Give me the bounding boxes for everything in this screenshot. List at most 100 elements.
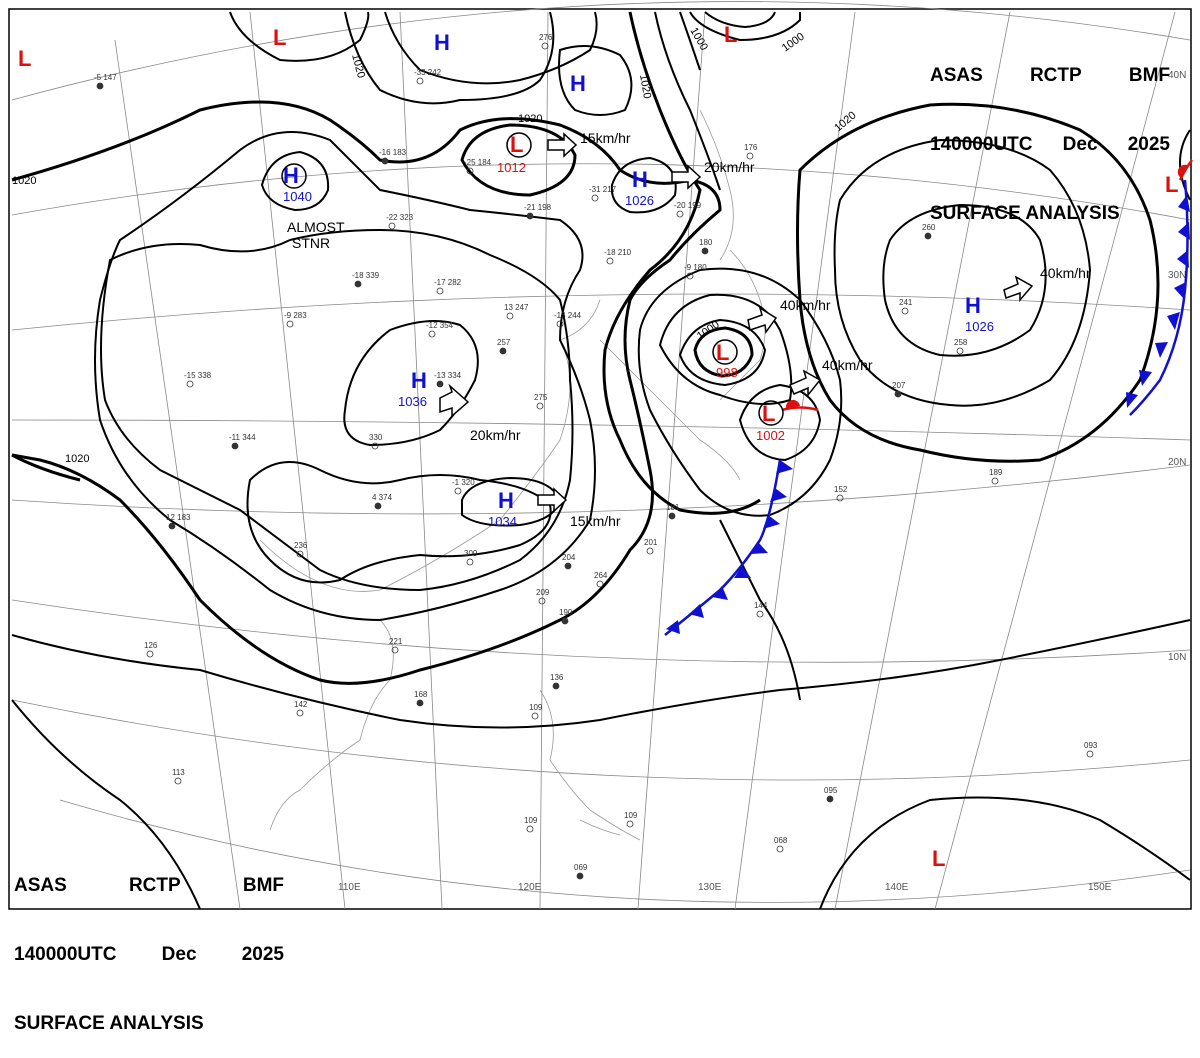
station-plots: -5 147 -33 242 276 -16 183 -25 184 -31 217 -21… (94, 33, 1098, 880)
station-marker (626, 820, 634, 828)
isobar-low-1 (637, 267, 843, 517)
isobar-jp-1 (602, 11, 761, 515)
station-label: 12 183 (166, 513, 191, 522)
station-label: -18 339 (352, 271, 380, 280)
station-label: 095 (824, 786, 838, 795)
isobar-label: 1020 (518, 113, 542, 125)
cold-front-east (1126, 179, 1190, 416)
station-marker (564, 562, 572, 570)
isobar-mid-1 (11, 619, 1191, 729)
station-marker (606, 257, 614, 265)
station-label: -11 344 (229, 433, 256, 442)
low-symbol: L (1165, 172, 1178, 197)
station-marker (391, 646, 399, 654)
station-marker (956, 347, 964, 355)
meridians (114, 11, 1176, 910)
station-marker (756, 610, 764, 618)
lat-label: 30N (1168, 270, 1186, 281)
lon-label: 110E (338, 882, 361, 893)
chart-header-top: ASAS RCTP BMF 140000UTC Dec 2025 SURFACE ANA… (930, 18, 1170, 248)
station-label: -9 283 (284, 311, 307, 320)
station-marker (466, 167, 474, 175)
isobar-top-3 (384, 11, 598, 85)
station-label: 152 (834, 485, 848, 494)
station-marker (371, 442, 379, 450)
isobar-label: 1020 (65, 453, 89, 465)
isobar-jp-2 (654, 11, 721, 191)
low-symbol: L (724, 22, 737, 47)
station-label: -1 320 (452, 478, 475, 487)
low-symbol: L (510, 132, 523, 157)
isobar-low-2 (658, 293, 793, 405)
station-label: 13 247 (504, 303, 529, 312)
station-marker (388, 222, 396, 230)
station-label: -9 180 (684, 263, 707, 272)
station-marker (538, 597, 546, 605)
station-marker (231, 442, 239, 450)
isobar-mid-2 (11, 453, 81, 482)
isobar-1012-inner (460, 123, 577, 197)
station-marker (168, 522, 176, 530)
header-month: Dec (161, 944, 197, 965)
isobar-1036 (343, 320, 479, 447)
station-marker (894, 390, 902, 398)
station-label: -16 183 (379, 148, 407, 157)
movement-labels: 15km/hr 20km/hr 20km/hr 15km/hr 40km/hr … (470, 130, 1091, 529)
high-value: 1034 (488, 514, 517, 529)
station-label: 257 (497, 338, 511, 347)
station-marker (186, 380, 194, 388)
isobar-pacific-inner (882, 203, 1047, 357)
station-label: 207 (892, 381, 906, 390)
station-label: 181 (666, 503, 680, 512)
pressure-centers: H 1040 H 1036 H 1034 H 1026 H 1026 L 101… (18, 22, 1178, 871)
high-value: 1040 (283, 189, 312, 204)
isobar-label: 1020 (637, 73, 653, 99)
movement-label: 40km/hr (780, 297, 831, 313)
header-title: SURFACE ANALYSIS (14, 1013, 204, 1034)
high-symbol: H (965, 293, 981, 318)
warm-front (781, 159, 1194, 412)
movement-label: 20km/hr (470, 427, 521, 443)
station-label: 330 (369, 433, 383, 442)
isobar-1020-thick (11, 100, 722, 685)
station-label: 109 (529, 703, 543, 712)
header-unit: BMF (242, 875, 284, 896)
movement-label: 20km/hr (704, 159, 755, 175)
station-label: -33 242 (414, 68, 442, 77)
station-label: 275 (534, 393, 548, 402)
station-marker (646, 547, 654, 555)
low-symbol: L (273, 25, 286, 50)
station-label: -18 210 (604, 248, 632, 257)
station-label: 258 (954, 338, 968, 347)
station-label: 4 374 (372, 493, 393, 502)
station-label: 093 (1084, 741, 1098, 750)
station-marker (541, 42, 549, 50)
station-marker (296, 550, 304, 558)
header-agency: ASAS (930, 65, 983, 86)
station-label: -22 323 (386, 213, 414, 222)
lon-label: 150E (1088, 882, 1112, 893)
station-marker (536, 402, 544, 410)
isobars (11, 11, 1191, 910)
low-center-marks (281, 132, 784, 426)
isobar-1026-small (610, 156, 677, 214)
station-marker (466, 558, 474, 566)
low-symbol: L (762, 401, 775, 426)
lat-label: 40N (1168, 70, 1186, 81)
latitude-labels: 40N 30N 20N 10N (1168, 70, 1186, 663)
station-label: 209 (536, 588, 550, 597)
lat-label: 10N (1168, 652, 1186, 663)
station-label: 069 (574, 863, 588, 872)
isobar-left-bottom (11, 699, 201, 910)
high-value: 1026 (625, 193, 654, 208)
station-label: 236 (294, 541, 308, 550)
weather-map: 110E 120E 130E 140E 150E 40N 30N 20N 10N (8, 1, 1194, 910)
high-value: 1026 (965, 319, 994, 334)
low-symbol: L (18, 46, 31, 71)
station-label: 264 (594, 571, 608, 580)
movement-label: 15km/hr (580, 130, 631, 146)
station-marker (836, 494, 844, 502)
isobar-1040 (260, 150, 330, 212)
high-symbol: H (498, 488, 514, 513)
stationary-line: ALMOST (287, 219, 345, 235)
